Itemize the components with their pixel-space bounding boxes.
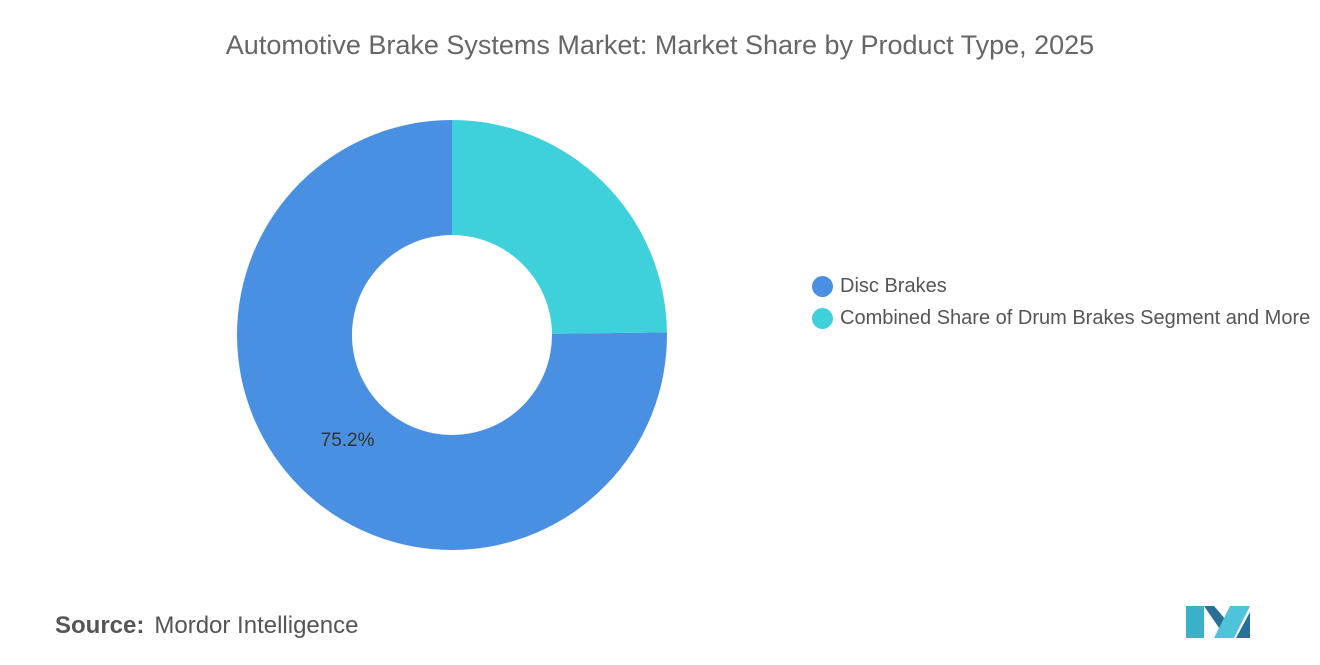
source: Source: Mordor Intelligence bbox=[55, 612, 358, 640]
legend-label: Combined Share of Drum Brakes Segment an… bbox=[840, 307, 1311, 329]
source-text: Mordor Intelligence bbox=[154, 612, 359, 639]
logo-part bbox=[1186, 606, 1204, 638]
chart-title: Automotive Brake Systems Market: Market … bbox=[225, 30, 1095, 60]
source-label: Source: bbox=[55, 612, 145, 639]
logo-part bbox=[1236, 612, 1250, 638]
logo bbox=[1186, 606, 1250, 638]
legend-item: Combined Share of Drum Brakes Segment an… bbox=[812, 304, 1312, 333]
donut-slice bbox=[452, 120, 667, 334]
legend-item: Disc Brakes bbox=[812, 272, 1312, 301]
legend-swatch bbox=[812, 308, 833, 329]
legend-label: Disc Brakes bbox=[840, 275, 947, 297]
donut: 75.2% bbox=[237, 120, 667, 550]
data-label: 75.2% bbox=[321, 430, 375, 451]
logo-part bbox=[1214, 606, 1250, 638]
legend: Disc Brakes Combined Share of Drum Brakes… bbox=[812, 272, 1312, 336]
legend-swatch bbox=[812, 276, 833, 297]
donut-slice bbox=[237, 120, 667, 550]
